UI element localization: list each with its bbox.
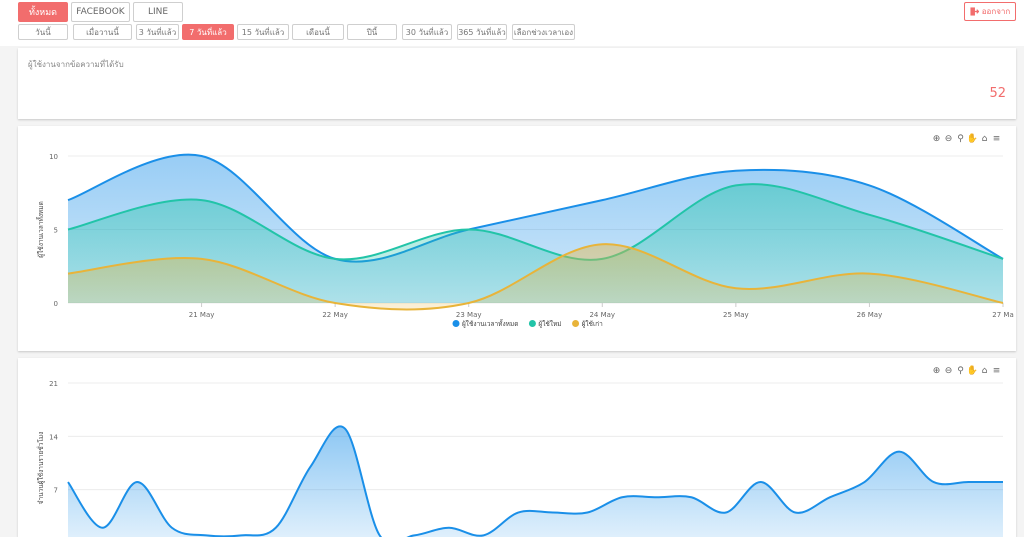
zoom-select-icon[interactable]: ⚲ xyxy=(957,134,964,144)
series-line xyxy=(67,425,1003,537)
legend-marker[interactable] xyxy=(528,320,536,327)
stat-card: ผู้ใช้งานจากข้อความที่ได้รับ 52 xyxy=(18,48,1016,119)
y-tick-label: 7 xyxy=(54,487,58,495)
logout-button[interactable]: ออกจาก xyxy=(964,2,1016,21)
logout-label: ออกจาก xyxy=(981,7,1011,16)
series-area xyxy=(68,426,1003,537)
series-area xyxy=(68,184,1003,303)
x-tick-label: 22 May xyxy=(322,311,348,319)
y-tick-label: 5 xyxy=(54,227,58,235)
zoom-select-icon[interactable]: ⚲ xyxy=(957,366,964,376)
series-line xyxy=(67,183,1004,261)
series-area xyxy=(68,244,1003,310)
y-tick-label: 21 xyxy=(49,380,58,388)
y-axis-title: ผู้ใช้งานเวลาทั้งหมด xyxy=(36,201,45,257)
daily-users-chart: 0 5 10 21 May 22 May 23 May 24 May 25 May 26 May… xyxy=(36,153,1014,328)
range-button-6[interactable]: ปีนี้ xyxy=(347,24,397,40)
chart-legend: ผู้ใช้งานเวลาทั้งหมด ผู้ใช้ใหม่ ผู้ใช้เก่า xyxy=(452,319,604,328)
channel-tab-0[interactable]: ทั้งหมด xyxy=(18,2,68,22)
zoom-out-icon[interactable]: ⊖ xyxy=(944,366,953,376)
chart-card-daily: ⊕ ⊖ ⚲ ✋ ⌂ ≡ 0 5 10 21 May 22 May 23 May 24 May 25 Ma… xyxy=(18,126,1016,351)
logout-icon xyxy=(970,7,979,16)
top-filter-bar: ทั้งหมด FACEBOOK LINE วันนี้ เมื่อวานนี้ 3 ว… xyxy=(0,0,1024,46)
legend-marker[interactable] xyxy=(452,320,460,327)
home-reset-icon[interactable]: ⌂ xyxy=(981,134,988,144)
channel-tab-1[interactable]: FACEBOOK xyxy=(71,2,130,22)
y-tick-label: 10 xyxy=(49,153,58,161)
channel-tab-2[interactable]: LINE xyxy=(133,2,183,22)
x-tick-label: 23 May xyxy=(456,311,482,319)
range-button-1[interactable]: เมื่อวานนี้ xyxy=(73,24,132,40)
range-button-2[interactable]: 3 วันที่แล้ว xyxy=(136,24,179,40)
range-button-7[interactable]: 30 วันที่แล้ว xyxy=(402,24,452,40)
stat-title: ผู้ใช้งานจากข้อความที่ได้รับ xyxy=(28,60,124,69)
chart-card-hourly: ⊕ ⊖ ⚲ ✋ ⌂ ≡ 7 14 21 จำนวนผู้ใช้งานรายชั่วโมง xyxy=(18,358,1016,537)
legend-label[interactable]: ผู้ใช้เก่า xyxy=(582,320,604,328)
y-tick-label: 0 xyxy=(54,300,58,308)
series-line xyxy=(67,243,1004,311)
zoom-in-icon[interactable]: ⊕ xyxy=(932,134,941,144)
pan-hand-icon[interactable]: ✋ xyxy=(966,366,979,376)
legend-marker[interactable] xyxy=(572,320,580,327)
stat-value: 52 xyxy=(989,86,1006,101)
range-button-4[interactable]: 15 วันที่แล้ว xyxy=(237,24,289,40)
range-button-8[interactable]: 365 วันที่แล้ว xyxy=(457,24,507,40)
x-tick-label: 27 Ma xyxy=(992,311,1013,319)
hourly-users-chart: 7 14 21 จำนวนผู้ใช้งานรายชั่วโมง xyxy=(36,380,1003,537)
zoom-in-icon[interactable]: ⊕ xyxy=(932,366,941,376)
x-tick-label: 25 May xyxy=(723,311,749,319)
legend-label[interactable]: ผู้ใช้ใหม่ xyxy=(538,320,561,328)
y-tick-label: 14 xyxy=(49,433,58,441)
x-tick-label: 24 May xyxy=(589,311,615,319)
x-tick-label: 26 May xyxy=(857,311,883,319)
legend-label[interactable]: ผู้ใช้งานเวลาทั้งหมด xyxy=(462,319,518,328)
pan-hand-icon[interactable]: ✋ xyxy=(966,134,979,144)
chart-toolbar: ⊕ ⊖ ⚲ ✋ ⌂ ≡ xyxy=(932,367,1001,376)
range-button-9[interactable]: เลือกช่วงเวลาเอง xyxy=(512,24,575,40)
zoom-out-icon[interactable]: ⊖ xyxy=(944,134,953,144)
chart-toolbar: ⊕ ⊖ ⚲ ✋ ⌂ ≡ xyxy=(932,135,1001,144)
range-button-3[interactable]: 7 วันที่แล้ว xyxy=(182,24,234,40)
menu-icon[interactable]: ≡ xyxy=(992,134,1001,144)
menu-icon[interactable]: ≡ xyxy=(992,366,1001,376)
range-button-0[interactable]: วันนี้ xyxy=(18,24,68,40)
x-tick-label: 21 May xyxy=(189,311,215,319)
home-reset-icon[interactable]: ⌂ xyxy=(981,366,988,376)
series-line xyxy=(67,153,1004,263)
range-button-5[interactable]: เดือนนี้ xyxy=(292,24,344,40)
y-axis-title: จำนวนผู้ใช้งานรายชั่วโมง xyxy=(36,432,45,505)
